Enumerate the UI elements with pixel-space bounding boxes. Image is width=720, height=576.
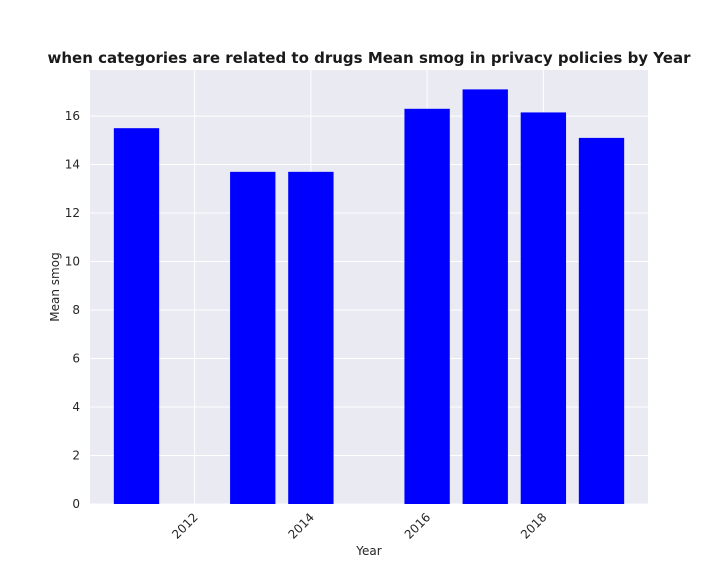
- y-tick-label: 6: [72, 352, 80, 366]
- x-tick-label: 2018: [518, 510, 549, 541]
- bar-2017: [462, 89, 508, 505]
- x-axis-ticks: 2012 2014 2016 2018: [169, 510, 549, 541]
- x-tick-label: 2014: [285, 510, 316, 541]
- y-tick-label: 2: [72, 449, 80, 463]
- bar-2014: [288, 171, 334, 504]
- y-axis-ticks: 0 2 4 6 8 10 12 14 16: [65, 109, 80, 511]
- y-tick-label: 0: [72, 497, 80, 511]
- y-tick-label: 10: [65, 255, 80, 269]
- bar-2019: [578, 137, 625, 504]
- y-tick-label: 4: [72, 400, 80, 414]
- y-axis-label: Mean smog: [48, 252, 62, 321]
- x-axis-label: Year: [355, 544, 381, 558]
- bar-2018: [520, 112, 567, 504]
- y-tick-label: 12: [65, 206, 80, 220]
- x-tick-label: 2012: [169, 510, 200, 541]
- x-tick-label: 2016: [402, 510, 433, 541]
- bar-2011: [113, 128, 160, 504]
- bar-2013: [230, 171, 276, 504]
- y-tick-label: 16: [65, 109, 80, 123]
- y-tick-label: 14: [65, 158, 80, 172]
- bar-2016: [404, 108, 450, 504]
- bars: [113, 89, 625, 505]
- chart-title: when categories are related to drugs Mea…: [48, 49, 692, 67]
- y-tick-label: 8: [72, 303, 80, 317]
